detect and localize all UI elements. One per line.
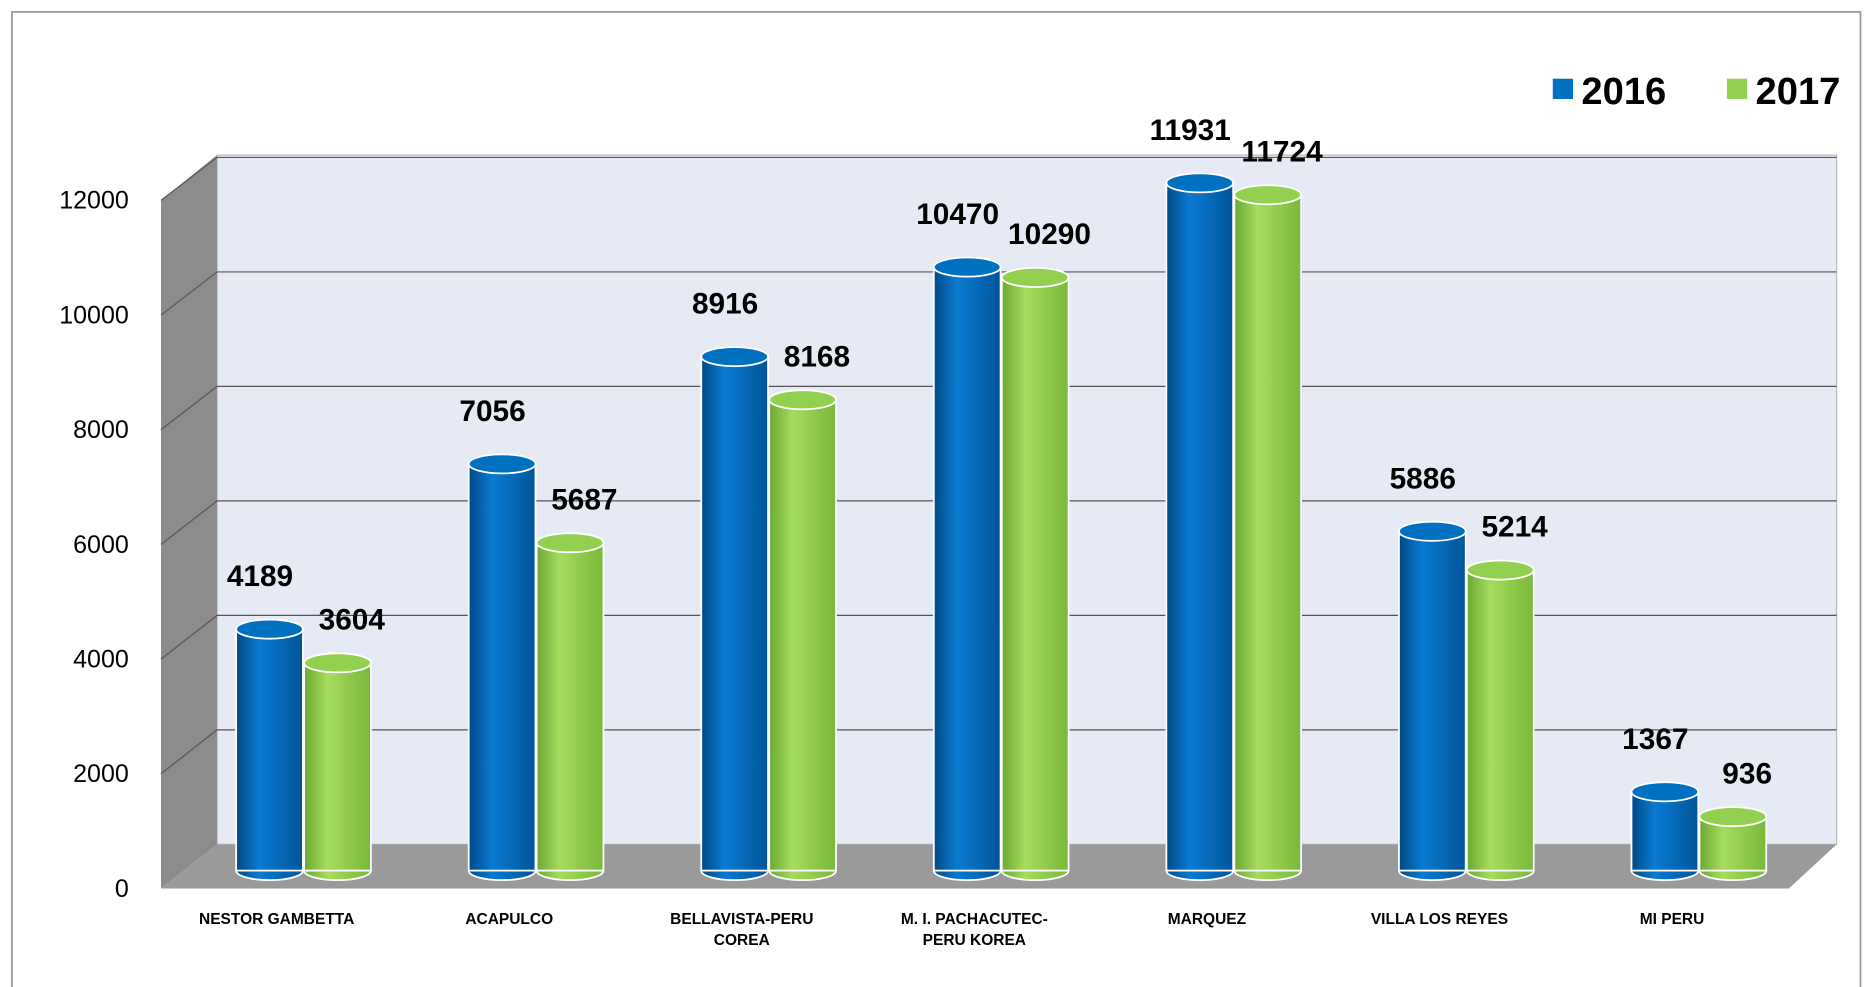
bar-top bbox=[1698, 806, 1768, 828]
bar bbox=[235, 628, 304, 872]
grid-line bbox=[160, 271, 218, 316]
grid-line bbox=[160, 614, 218, 660]
value-label: 936 bbox=[1722, 757, 1772, 790]
legend-label: 2016 bbox=[1581, 70, 1666, 113]
bar bbox=[1466, 569, 1535, 872]
x-tick-label: BELLAVISTA-PERU COREA bbox=[670, 910, 814, 949]
bar bbox=[768, 398, 837, 872]
side-wall bbox=[161, 155, 218, 889]
bar-top bbox=[1165, 172, 1235, 194]
grid-line bbox=[160, 156, 218, 201]
y-tick-label: 4000 bbox=[73, 645, 129, 673]
bar bbox=[1000, 276, 1070, 872]
value-label: 5886 bbox=[1390, 462, 1456, 495]
value-label: 10290 bbox=[1008, 218, 1091, 251]
y-tick-label: 0 bbox=[115, 875, 129, 903]
bar-top bbox=[303, 652, 372, 674]
frame bbox=[11, 11, 1862, 987]
bar bbox=[535, 541, 605, 872]
value-label: 11724 bbox=[1241, 135, 1323, 168]
x-tick-label: VILLA LOS REYES bbox=[1370, 910, 1509, 928]
x-tick-label: MI PERU bbox=[1639, 910, 1705, 928]
x-tick-label: MARQUEZ bbox=[1167, 910, 1247, 928]
bar-top bbox=[700, 346, 769, 368]
bar-top bbox=[1466, 559, 1535, 581]
value-label: 10470 bbox=[916, 198, 999, 231]
bar-top bbox=[467, 453, 537, 475]
bar-top bbox=[1233, 184, 1303, 206]
bar-top bbox=[235, 618, 304, 640]
y-tick-label: 8000 bbox=[73, 416, 129, 444]
bar-top bbox=[1398, 520, 1467, 542]
x-tick-label: NESTOR GAMBETTA bbox=[199, 910, 355, 928]
value-label: 3604 bbox=[319, 603, 386, 636]
value-label: 4189 bbox=[227, 560, 293, 593]
bar bbox=[1630, 790, 1700, 872]
bar bbox=[932, 266, 1002, 872]
y-tick-label: 6000 bbox=[73, 531, 129, 559]
plot: 0 2000 4000 6000 8000 10000 12000 4189 3604 7056 5… bbox=[11, 11, 1862, 987]
legend-swatch bbox=[1726, 78, 1748, 99]
value-label: 5687 bbox=[551, 483, 617, 516]
bar bbox=[467, 462, 537, 872]
value-label: 8916 bbox=[692, 288, 758, 321]
bar bbox=[700, 355, 769, 872]
bar bbox=[1165, 181, 1235, 872]
bar-top bbox=[1630, 781, 1700, 803]
legend-label: 2017 bbox=[1756, 70, 1841, 113]
bar-top bbox=[768, 389, 837, 411]
value-label: 7056 bbox=[459, 395, 525, 428]
bar bbox=[1398, 530, 1467, 872]
legend-swatch bbox=[1552, 78, 1574, 99]
bar bbox=[1233, 193, 1303, 872]
bar-top bbox=[535, 532, 605, 554]
bar-top bbox=[932, 256, 1002, 278]
bar-top bbox=[1000, 267, 1070, 288]
x-tick-label: ACAPULCO bbox=[465, 910, 554, 928]
value-label: 1367 bbox=[1622, 723, 1688, 756]
bar bbox=[303, 661, 372, 872]
y-tick-label: 2000 bbox=[73, 760, 129, 788]
x-tick-label: M. I. PACHACUTEC-PERU KOREA bbox=[900, 910, 1048, 949]
value-label: 11931 bbox=[1150, 114, 1231, 147]
y-tick-label: 10000 bbox=[59, 301, 129, 329]
value-label: 5214 bbox=[1481, 511, 1548, 544]
value-label: 8168 bbox=[784, 340, 850, 373]
grid-line bbox=[160, 500, 218, 545]
grid-line bbox=[160, 729, 218, 775]
y-tick-label: 12000 bbox=[59, 187, 129, 215]
grid-line bbox=[160, 385, 218, 431]
